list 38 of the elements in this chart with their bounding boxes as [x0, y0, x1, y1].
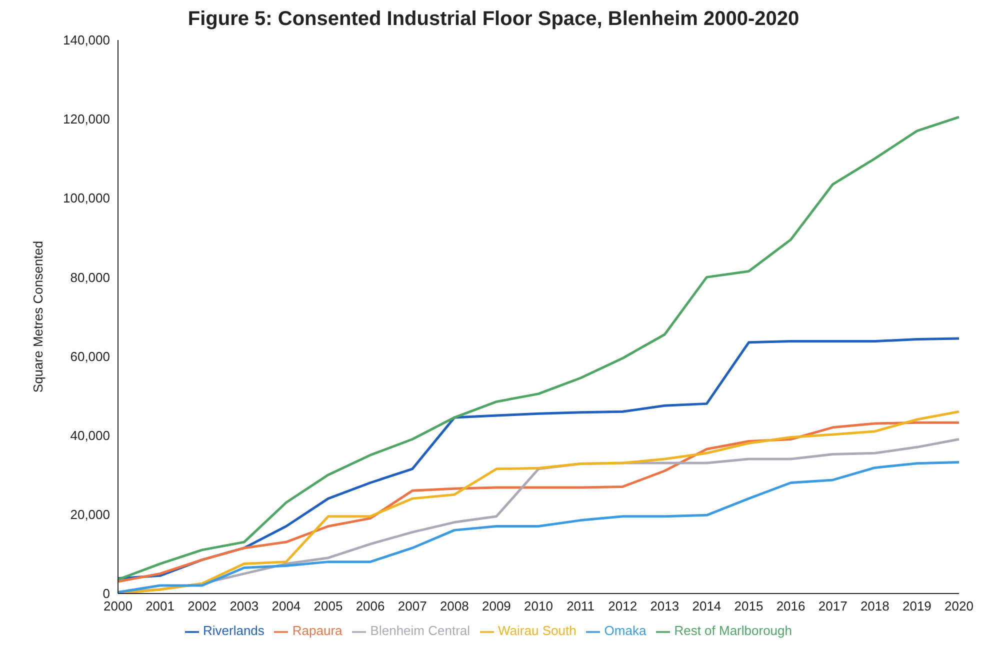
- x-tick-label: 2009: [482, 598, 511, 614]
- legend-label: Blenheim Central: [370, 623, 470, 638]
- y-tick-label: 80,000: [70, 270, 110, 285]
- y-tick-label: 0: [102, 586, 110, 602]
- x-tick-label: 2000: [104, 598, 132, 614]
- legend-label: Omaka: [604, 623, 646, 638]
- x-tick-label: 2015: [734, 598, 764, 614]
- y-axis-title: Square Metres Consented: [30, 240, 46, 393]
- x-tick-label: 2005: [314, 598, 343, 614]
- x-tick-label: 2013: [650, 598, 680, 614]
- legend-label: Rest of Marlborough: [674, 623, 792, 638]
- x-tick-label: 2020: [944, 598, 974, 614]
- x-tick-label: 2002: [188, 598, 217, 614]
- y-tick-label: 100,000: [63, 190, 110, 206]
- x-tick-label: 2003: [230, 598, 259, 614]
- x-tick-label: 2019: [902, 598, 932, 614]
- y-tick-label: 20,000: [70, 506, 110, 522]
- y-tick-label: 40,000: [70, 428, 110, 443]
- legend-label: Rapaura: [292, 623, 342, 638]
- legend-label: Riverlands: [203, 623, 264, 638]
- x-tick-label: 2017: [818, 598, 848, 614]
- x-tick-label: 2011: [566, 598, 595, 614]
- x-tick-label: 2010: [524, 598, 553, 614]
- x-tick-label: 2014: [692, 598, 722, 614]
- x-tick-label: 2018: [860, 598, 890, 614]
- x-tick-label: 2001: [146, 598, 175, 614]
- x-tick-label: 2006: [356, 598, 385, 614]
- y-tick-label: 140,000: [63, 32, 110, 48]
- y-tick-label: 60,000: [70, 348, 110, 364]
- x-tick-label: 2012: [608, 598, 638, 614]
- x-tick-label: 2008: [440, 598, 469, 614]
- chart-title: Figure 5: Consented Industrial Floor Space, Blenheim 2000-2020: [186, 8, 800, 32]
- x-tick-label: 2016: [776, 598, 806, 614]
- legend-label: Wairau South: [498, 623, 576, 638]
- x-tick-label: 2007: [398, 598, 427, 614]
- y-tick-label: 120,000: [63, 112, 110, 127]
- x-tick-label: 2004: [272, 598, 301, 614]
- line-series: [116, 116, 960, 581]
